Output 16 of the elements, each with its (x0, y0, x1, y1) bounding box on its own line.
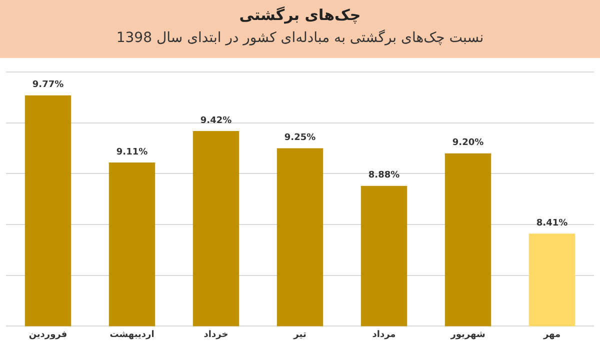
x-tick-label: مرداد (372, 330, 396, 340)
chart-title: چک‌های برگشتی (238, 5, 362, 24)
data-label: 9.11% (116, 147, 148, 158)
x-tick-label: تیر (292, 330, 306, 340)
data-label: 9.20% (452, 138, 484, 148)
x-tick-label: مهر (542, 330, 561, 340)
x-tick-label: خرداد (204, 330, 228, 340)
data-label: 9.25% (284, 133, 316, 144)
data-label: 8.88% (368, 170, 400, 181)
data-label: 8.41% (536, 218, 568, 229)
x-tick-label: شهریور (450, 330, 486, 340)
x-tick-label: فروردین (28, 330, 68, 340)
chart-subtitle: نسبت چک‌های برگشتی به مبادله‌ای کشور در ابتدای سال 1398 (115, 30, 485, 46)
data-label: 9.77% (32, 80, 64, 90)
x-tick-label: اردیبهشت (110, 330, 154, 340)
data-label: 9.42% (200, 116, 232, 126)
